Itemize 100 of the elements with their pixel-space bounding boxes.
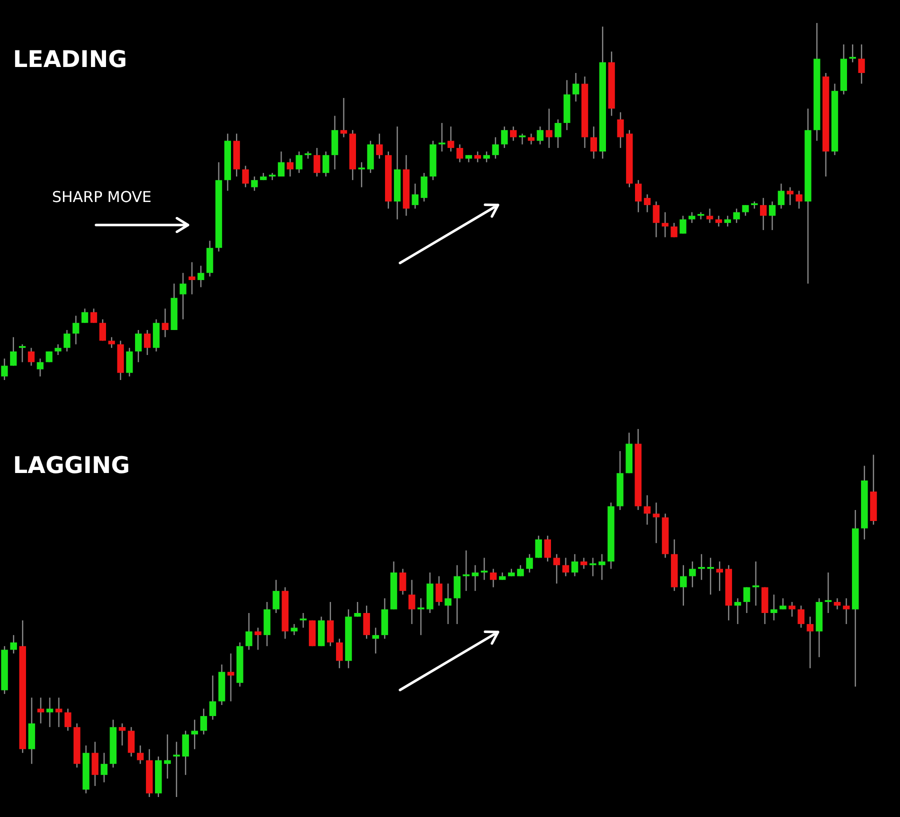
candlestick (742, 204, 749, 216)
candlestick (191, 719, 198, 750)
candlestick (135, 329, 142, 363)
candlestick (472, 564, 479, 592)
candlestick (28, 347, 35, 366)
candlestick (64, 329, 70, 352)
candlestick (786, 186, 794, 206)
text: LEADING (13, 47, 127, 73)
candlestick (554, 118, 562, 149)
candlestick (37, 697, 44, 724)
candlestick (162, 308, 169, 338)
candlestick (126, 347, 133, 378)
candlestick (354, 601, 361, 618)
candlestick (716, 560, 723, 592)
candlestick (697, 212, 704, 220)
candlestick (200, 708, 208, 736)
candlestick (644, 194, 651, 213)
candlestick (546, 108, 552, 149)
candlestick (456, 144, 464, 163)
candlestick (81, 308, 88, 324)
candlestick (528, 133, 535, 145)
candlestick (644, 494, 651, 526)
candlestick (770, 594, 778, 621)
candlestick (296, 150, 302, 174)
candlestick (444, 582, 452, 625)
candlestick (246, 612, 252, 650)
candlestick (590, 126, 598, 160)
candlestick (290, 623, 298, 636)
candlestick (553, 554, 560, 584)
candlestick (834, 598, 841, 610)
candlestick (571, 554, 578, 577)
candlestick (408, 579, 416, 625)
candlestick (227, 652, 234, 702)
candlestick (251, 176, 258, 192)
candlestick (824, 572, 832, 614)
candlestick (173, 741, 180, 798)
candlestick (680, 564, 687, 606)
candlestick (652, 502, 660, 544)
candlestick (724, 215, 731, 228)
candlestick (1, 358, 8, 381)
candlestick (688, 212, 696, 224)
candlestick (358, 162, 365, 188)
candlestick (858, 44, 865, 84)
candlestick (55, 697, 62, 728)
candlestick (90, 308, 98, 324)
candlestick (743, 586, 750, 614)
candlestick (480, 557, 488, 580)
candlestick (286, 158, 294, 178)
candlestick (526, 554, 533, 574)
candlestick (136, 744, 144, 764)
candlestick (242, 165, 249, 188)
candlestick (796, 190, 802, 210)
candlestick (454, 564, 460, 625)
candlestick (99, 318, 106, 342)
candlestick (768, 200, 776, 231)
candlestick (314, 147, 320, 178)
candlestick (689, 560, 696, 588)
candlestick (780, 598, 786, 610)
candlestick (180, 272, 186, 320)
candlestick (188, 262, 196, 295)
candlestick (372, 627, 380, 654)
candlestick (634, 179, 642, 213)
candlestick (652, 200, 660, 238)
candlestick (128, 726, 135, 758)
candlestick (376, 133, 383, 160)
candlestick (492, 136, 499, 160)
candlestick (300, 612, 307, 628)
candlestick (535, 535, 542, 558)
candlestick (92, 741, 98, 787)
candlestick (617, 112, 624, 149)
candlestick (436, 576, 442, 606)
candlestick (254, 627, 262, 650)
candlestick (182, 730, 189, 776)
candlestick (698, 554, 705, 580)
candlestick (483, 150, 490, 163)
candlestick (670, 222, 678, 238)
candlestick (733, 208, 740, 224)
candlestick (72, 315, 80, 345)
candlestick (336, 638, 343, 669)
candlestick (598, 554, 606, 580)
candlestick (322, 150, 330, 178)
candlestick (10, 336, 17, 366)
candlestick (715, 215, 722, 228)
candlestick (100, 752, 108, 783)
candlestick (490, 568, 497, 588)
candlestick (474, 150, 481, 163)
candlestick (144, 329, 151, 356)
candlestick (10, 634, 17, 654)
candlestick (707, 557, 714, 596)
candlestick (18, 344, 26, 363)
candlestick (118, 722, 126, 746)
candlestick (448, 126, 454, 152)
annotation: SHARP MOVE (52, 188, 152, 206)
candlestick (734, 598, 742, 625)
candlestick (798, 605, 804, 628)
candlestick (706, 208, 714, 224)
candlestick (580, 557, 588, 570)
candlestick (418, 598, 424, 636)
candlestick (680, 215, 686, 234)
candlestick (326, 601, 334, 647)
